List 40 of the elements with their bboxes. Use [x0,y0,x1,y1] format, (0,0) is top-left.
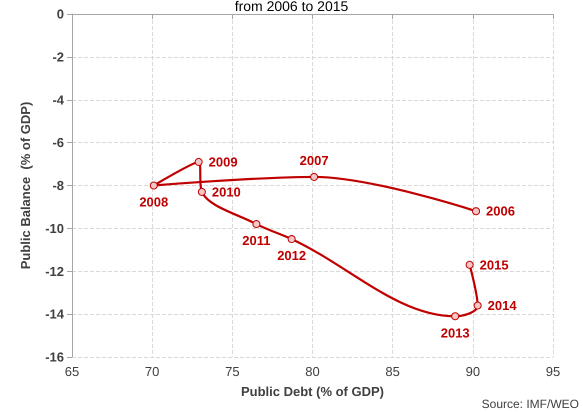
point [451,312,460,320]
x-tick-label: 65 [64,364,80,379]
point [472,207,480,216]
x-tick-label: 75 [225,364,240,379]
annotation: 2007 [300,152,329,168]
y-tick-label: -8 [52,178,64,193]
point [288,235,296,244]
y-tick-label: -2 [52,49,64,64]
annotation: 2010 [212,184,241,200]
point [198,188,206,196]
annotation: 2013 [440,325,470,340]
x-tick-label: 80 [305,364,320,379]
y-tick-label: -12 [45,264,64,279]
y-axis-title: Public Balance (% of GDP) [18,102,33,270]
point [252,220,260,228]
chart-title: from 2006 to 2015 [234,0,349,14]
y-tick-label: -16 [45,350,64,364]
x-tick-label: 85 [385,364,400,379]
point [150,182,158,190]
annotation: 2006 [486,204,515,219]
x-axis-title: Public Debt (% of GDP) [241,384,384,399]
annotation: 2009 [208,154,238,170]
point [194,158,203,166]
y-tick-label: -10 [45,220,64,236]
annotation: 2008 [139,194,168,210]
source-note: Source: IMF/WEO [482,397,580,411]
point [474,302,482,310]
y-tick-label: -14 [45,306,65,322]
annotation: 2014 [488,298,518,314]
annotation: 2012 [277,248,306,264]
x-tick-label: 90 [466,364,480,379]
annotation: 2015 [480,257,509,272]
x-tick-label: 70 [144,364,160,379]
annotation: 2011 [242,233,270,248]
y-tick-label: -4 [52,92,65,108]
point [466,260,474,269]
y-tick-label: 0 [56,6,64,22]
y-tick-label: -6 [52,135,64,150]
point [310,172,318,181]
x-tick-label: 95 [546,364,560,379]
